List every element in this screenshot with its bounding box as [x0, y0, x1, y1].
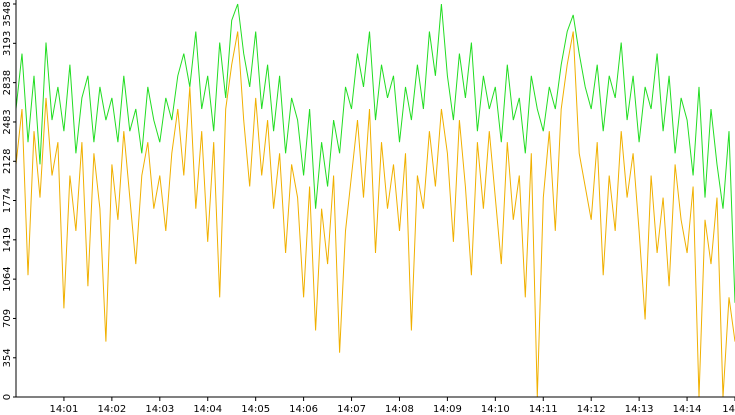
y-tick-label: 2838 [2, 70, 13, 95]
y-tick-label: 3193 [2, 31, 13, 56]
y-tick-label: 3548 [2, 1, 13, 26]
y-tick-label: 2128 [2, 149, 13, 174]
y-tick-label: 1419 [2, 227, 13, 252]
x-tick-label: 14:10 [481, 404, 510, 415]
y-tick-label: 709 [2, 309, 13, 328]
y-tick-label: 1064 [2, 266, 13, 291]
x-tick-label: 14:06 [289, 404, 318, 415]
series-line [15, 31, 735, 398]
y-tick-label: 354 [2, 348, 13, 367]
x-tick-label: 14:07 [337, 404, 366, 415]
x-tick-label: 14:01 [50, 404, 79, 415]
y-tick-label: 1774 [2, 188, 13, 213]
y-tick-label: 2483 [2, 109, 13, 134]
x-tick-label: 14:13 [625, 404, 654, 415]
x-tick-label: 14:08 [385, 404, 414, 415]
x-tick-label: 14:11 [529, 404, 558, 415]
x-tick-label: 14:04 [193, 404, 222, 415]
x-tick-label: 14 [722, 404, 735, 415]
x-tick-label: 14:02 [97, 404, 126, 415]
x-tick-label: 14:12 [577, 404, 606, 415]
series-line [15, 3, 735, 303]
y-tick-label: 0 [2, 394, 13, 400]
x-tick-label: 14:05 [241, 404, 270, 415]
x-tick-label: 14:09 [433, 404, 462, 415]
x-tick-label: 14:03 [145, 404, 174, 415]
x-tick-label: 14:14 [673, 404, 702, 415]
